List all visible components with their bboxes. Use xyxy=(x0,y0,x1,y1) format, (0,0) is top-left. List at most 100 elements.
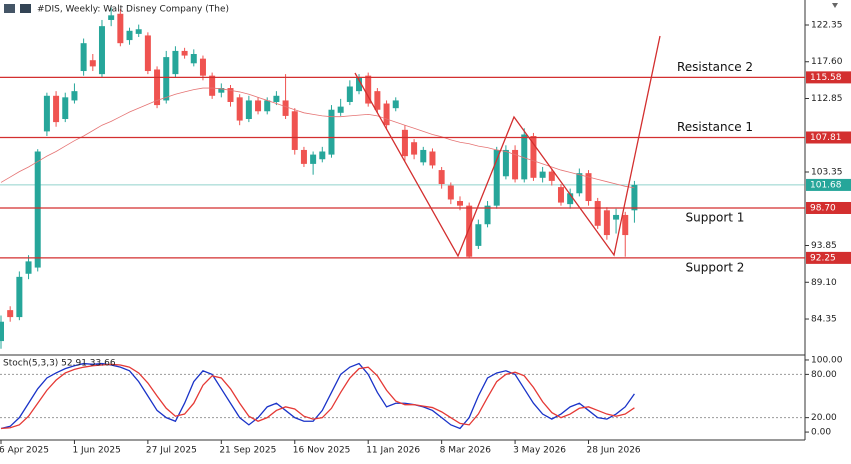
symbol-icon[interactable] xyxy=(20,4,31,13)
level-name: Support 2 xyxy=(686,260,745,274)
candle-body xyxy=(631,184,638,211)
candle-body xyxy=(89,60,96,67)
candle-body xyxy=(273,95,280,102)
current-price-value: 101.68 xyxy=(810,180,842,190)
x-tick-label: 11 Jan 2026 xyxy=(366,446,420,456)
candle-body xyxy=(163,57,170,101)
candle-body xyxy=(392,100,399,109)
candle-body xyxy=(521,134,528,180)
y-tick-label: 0.00 xyxy=(811,428,831,438)
stoch-line xyxy=(0,363,635,430)
candle-body xyxy=(264,100,271,112)
candle-body xyxy=(548,171,555,181)
candle-body xyxy=(209,75,216,96)
y-tick-label: 112.85 xyxy=(811,94,843,104)
level-value: 115.58 xyxy=(810,73,842,83)
candle-body xyxy=(493,149,500,206)
x-tick-label: 21 Sep 2025 xyxy=(219,446,276,456)
panel-toggle-icon[interactable] xyxy=(832,3,838,8)
candle-body xyxy=(356,77,363,92)
candle-body xyxy=(530,136,537,178)
candle-body xyxy=(447,185,454,200)
candle-body xyxy=(475,224,482,246)
chart-title: #DIS, Weekly: Walt Disney Company (The) xyxy=(37,5,229,15)
zigzag-trendline xyxy=(354,35,661,258)
level-value: 92.25 xyxy=(810,253,836,263)
x-tick-label: 28 Jun 2026 xyxy=(587,446,641,456)
candle-body xyxy=(135,29,142,34)
candle-body xyxy=(429,151,436,166)
candle-body xyxy=(466,205,473,257)
candle-body xyxy=(126,30,133,41)
candle-body xyxy=(438,170,445,184)
candle-body xyxy=(16,276,23,318)
candle-body xyxy=(34,151,41,268)
candle-body xyxy=(62,97,69,120)
candle-body xyxy=(346,86,353,102)
candle-body xyxy=(622,214,629,236)
candle-body xyxy=(502,149,509,177)
candle-body xyxy=(7,310,14,318)
level-tag xyxy=(806,131,851,144)
candle-body xyxy=(401,129,408,157)
level-tag xyxy=(806,71,851,84)
candle-body xyxy=(172,50,179,75)
candle-body xyxy=(108,15,115,20)
candle-body xyxy=(585,173,592,202)
moving-average xyxy=(0,87,635,189)
candle-body xyxy=(383,103,390,126)
y-tick-label: 84.35 xyxy=(811,315,837,325)
x-tick-label: 8 Mar 2026 xyxy=(440,446,492,456)
level-value: 98.70 xyxy=(810,203,836,213)
candle-body xyxy=(154,69,161,106)
x-tick-label: 3 May 2026 xyxy=(513,446,566,456)
candle-body xyxy=(512,149,519,180)
candle-body xyxy=(71,91,78,101)
candle-body xyxy=(117,13,124,44)
level-name: Support 1 xyxy=(686,210,745,224)
candle-body xyxy=(613,214,620,220)
candle-body xyxy=(144,35,151,72)
current-price-tag xyxy=(806,178,851,191)
candle-body xyxy=(420,149,427,163)
level-name: Resistance 1 xyxy=(677,120,753,134)
candle-body xyxy=(43,95,50,132)
y-tick-label: 122.35 xyxy=(811,20,843,30)
candle-body xyxy=(199,58,206,76)
candle-body xyxy=(218,88,225,93)
candle-body xyxy=(25,261,32,274)
candle-body xyxy=(53,95,60,123)
candle-body xyxy=(539,171,546,178)
y-tick-label: 20.00 xyxy=(811,413,837,423)
candle-body xyxy=(457,201,463,206)
y-tick-label: 80.00 xyxy=(811,370,837,380)
candle-body xyxy=(190,54,197,64)
candle-body xyxy=(282,100,289,116)
y-tick-label: 103.35 xyxy=(811,168,843,178)
menu-icon[interactable] xyxy=(4,4,15,13)
candle-body xyxy=(300,149,307,164)
candle-body xyxy=(557,187,564,203)
candle-body xyxy=(411,142,418,155)
candle-body xyxy=(484,205,491,225)
y-tick-label: 117.60 xyxy=(811,57,843,67)
candle-body xyxy=(0,321,4,342)
x-tick-label: 27 Jul 2025 xyxy=(146,446,197,456)
level-tag xyxy=(806,251,851,264)
candle-body xyxy=(365,75,372,104)
candle-body xyxy=(245,100,252,120)
candle-body xyxy=(603,210,610,236)
candle-body xyxy=(337,106,344,113)
candle-body xyxy=(255,100,262,112)
level-tag xyxy=(806,201,851,214)
x-tick-label: 16 Nov 2025 xyxy=(293,446,351,456)
candle-body xyxy=(291,111,298,150)
level-value: 107.81 xyxy=(810,133,842,143)
x-tick-label: 6 Apr 2025 xyxy=(0,446,49,456)
candle-body xyxy=(80,43,87,72)
candle-body xyxy=(227,88,234,102)
y-tick-label: 93.85 xyxy=(811,241,837,251)
y-tick-label: 100.00 xyxy=(811,355,843,365)
candle-body xyxy=(328,109,335,155)
